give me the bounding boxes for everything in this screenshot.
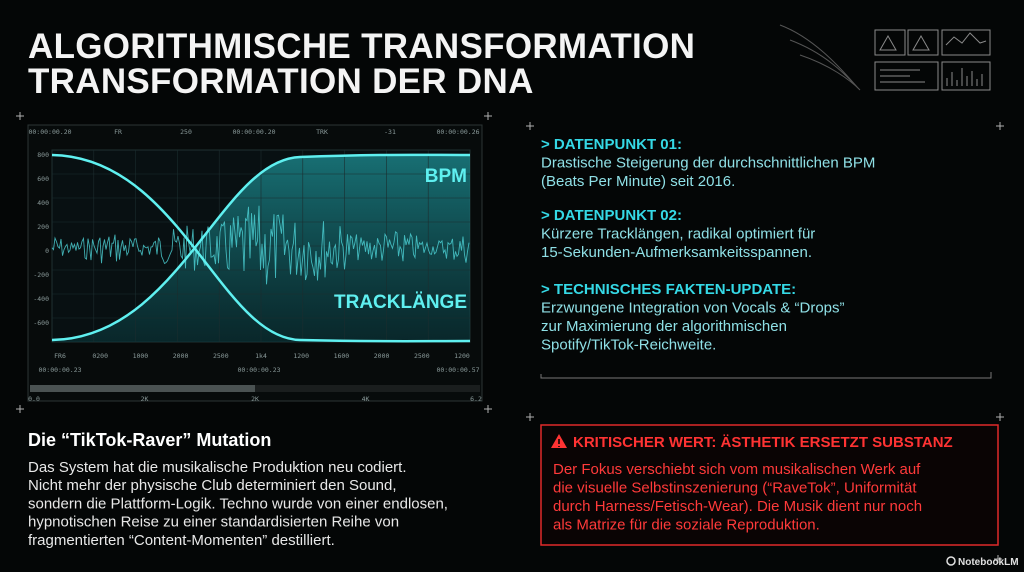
warning-heading: KRITISCHER WERT: ÄSTHETIK ERSETZT SUBSTA… (573, 434, 953, 451)
warning-box (540, 424, 999, 546)
panel-label: 0200 (92, 352, 108, 360)
panel-label: 00:00:00.57 (436, 366, 479, 374)
datapoint-line: Erzwungene Integration von Vocals & “Dro… (541, 300, 845, 317)
y-label: 600 (37, 175, 49, 183)
panel-label: FR6 (54, 352, 66, 360)
mutation-line: sondern die Plattform-Logik. Techno wurd… (28, 495, 448, 512)
panel-label: 0.0 (28, 395, 40, 403)
panel-label: 2K (141, 395, 149, 403)
mutation-body: Das System hat die musikalische Produkti… (28, 459, 448, 549)
panel-corner-marks (16, 112, 1004, 563)
datapoint-line: Drastische Steigerung der durchschnittli… (541, 155, 875, 172)
waveform-panel: BPM TRACKLÄNGE 00:00:00.20 FR 250 00:00:00.… (27, 124, 483, 403)
mutation-line: Nicht mehr der physische Club determinie… (28, 477, 397, 494)
datapoint-heading: > DATENPUNKT 02: (541, 207, 682, 224)
y-label: 400 (37, 199, 49, 207)
panel-label: TRK (316, 128, 328, 136)
datapoint-line: Spotify/TikTok-Reichweite. (541, 337, 716, 354)
warning-body: Der Fokus verschiebt sich vom musikalisc… (553, 461, 922, 534)
curve-label: BPM (425, 166, 467, 187)
datapoint-heading: > DATENPUNKT 01: (541, 136, 682, 153)
panel-label: 1600 (334, 352, 350, 360)
warning-line: Der Fokus verschiebt sich vom musikalisc… (553, 461, 921, 478)
warning-line: durch Harness/Fetisch-Wear). Die Musik d… (553, 498, 922, 515)
panel-label: 00:00:00.20 (28, 128, 71, 136)
datapoint-line: zur Maximierung der algorithmischen (541, 318, 787, 335)
y-label: 800 (37, 151, 49, 159)
y-label: 200 (37, 223, 49, 231)
mutation-line: Das System hat die musikalische Produkti… (28, 459, 407, 476)
panel-label: 1200 (293, 352, 309, 360)
waveform (51, 205, 470, 285)
panel-label: 2500 (213, 352, 229, 360)
panel-label: 1000 (133, 352, 149, 360)
y-label: -200 (33, 271, 49, 279)
mutation-line: fragmentierten “Content-Momenten” destil… (28, 532, 335, 549)
datapoint-line: Kürzere Tracklängen, radikal optimiert f… (541, 226, 815, 243)
panel-label: 00:00:00.23 (38, 366, 81, 374)
panel-label: 00:00:00.20 (232, 128, 275, 136)
panel-label: 2000 (173, 352, 189, 360)
y-label: -600 (33, 319, 49, 327)
mutation-heading: Die “TikTok-Raver” Mutation (28, 430, 271, 450)
mutation-line: hypnotischen Reise zu einer standardisie… (28, 514, 399, 531)
warning-line: die visuelle Selbstinszenierung (“RaveTo… (553, 480, 917, 497)
panel-label: 250 (180, 128, 192, 136)
panel-label: 00:00:00.23 (237, 366, 280, 374)
datapoints: > DATENPUNKT 01: Drastische Steigerung de… (541, 136, 875, 354)
datapoint-heading: > TECHNISCHES FAKTEN-UPDATE: (541, 281, 796, 298)
panel-label: 00:00:00.26 (436, 128, 479, 136)
curve-label: TRACKLÄNGE (334, 292, 467, 313)
panel-label: 1200 (454, 352, 470, 360)
title-line: TRANSFORMATION DER DNA (28, 62, 534, 101)
bpm-curve (51, 153, 471, 342)
panel-label: 2K (251, 395, 259, 403)
panel-label: FR (114, 128, 122, 136)
panel-label: 6.2 (470, 395, 482, 403)
panel-label: 4K (362, 395, 370, 403)
hud-icons (779, 24, 991, 91)
scrub-progress (30, 385, 255, 392)
panel-label: -31 (384, 128, 396, 136)
bracket (540, 372, 992, 379)
brand-logo (946, 556, 956, 566)
panel-label: 1k4 (255, 352, 267, 360)
y-label: 0 (45, 247, 49, 255)
title-line: ALGORITHMISCHE TRANSFORMATION (28, 27, 695, 66)
warning-line: als Matrize für die soziale Reproduktion… (553, 517, 820, 534)
panel-label: 2000 (374, 352, 390, 360)
panel-label: 2500 (414, 352, 430, 360)
datapoint-line: (Beats Per Minute) seit 2016. (541, 173, 735, 190)
y-label: -400 (33, 295, 49, 303)
tracklength-curve (51, 153, 471, 343)
brand: NotebookLM (958, 557, 1019, 568)
datapoint-line: 15-Sekunden-Aufmerksamkeitsspannen. (541, 244, 812, 261)
